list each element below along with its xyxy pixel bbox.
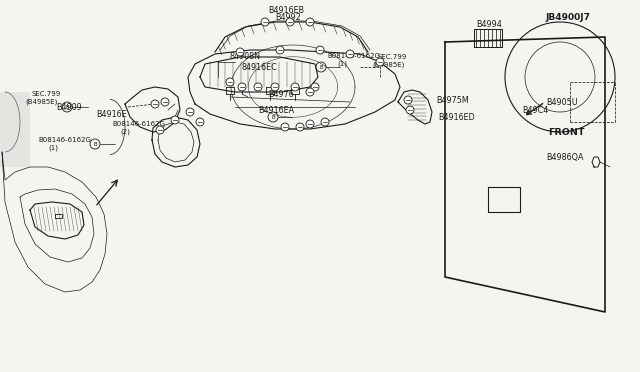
Text: B08146-6162G: B08146-6162G <box>327 53 380 59</box>
Circle shape <box>161 98 169 106</box>
Text: B4905U: B4905U <box>546 97 578 106</box>
Circle shape <box>306 88 314 96</box>
Text: B4916EA: B4916EA <box>258 106 294 115</box>
Text: 84916EC: 84916EC <box>242 62 278 71</box>
Text: SEC.799: SEC.799 <box>32 91 61 97</box>
Text: B49C4: B49C4 <box>522 106 548 115</box>
Text: B4916E: B4916E <box>96 109 127 119</box>
Text: B4994: B4994 <box>476 19 502 29</box>
Text: (1): (1) <box>48 145 58 151</box>
Text: B08146-6162G: B08146-6162G <box>38 137 91 143</box>
Circle shape <box>196 118 204 126</box>
Text: B08146-6162G: B08146-6162G <box>112 121 165 127</box>
Circle shape <box>321 118 329 126</box>
Text: (B4985E): (B4985E) <box>372 62 404 68</box>
Circle shape <box>151 100 159 108</box>
Text: B4916ED: B4916ED <box>438 112 475 122</box>
Text: B4975M: B4975M <box>436 96 468 105</box>
Text: B: B <box>319 64 323 70</box>
Circle shape <box>306 18 314 26</box>
Text: (B4985E): (B4985E) <box>25 99 58 105</box>
Circle shape <box>311 83 319 91</box>
Text: B: B <box>271 115 275 119</box>
Circle shape <box>291 83 299 91</box>
Circle shape <box>254 83 262 91</box>
Text: (1): (1) <box>337 61 347 67</box>
Text: FRONT: FRONT <box>548 128 584 137</box>
Circle shape <box>281 123 289 131</box>
Text: B4916EB: B4916EB <box>268 6 304 15</box>
Text: JB4900J7: JB4900J7 <box>545 13 590 22</box>
Text: 84908N: 84908N <box>230 51 261 61</box>
Text: B4992: B4992 <box>275 13 301 22</box>
Circle shape <box>406 106 414 114</box>
Text: (2): (2) <box>120 129 130 135</box>
Circle shape <box>271 83 279 91</box>
Circle shape <box>316 46 324 54</box>
Circle shape <box>306 120 314 128</box>
Circle shape <box>226 78 234 86</box>
Text: SEC.799: SEC.799 <box>378 54 407 60</box>
Text: B: B <box>65 105 69 109</box>
Circle shape <box>238 83 246 91</box>
Text: B4976: B4976 <box>268 90 294 99</box>
Circle shape <box>404 96 412 104</box>
Circle shape <box>276 46 284 54</box>
Circle shape <box>236 48 244 56</box>
Circle shape <box>171 116 179 124</box>
Circle shape <box>346 50 354 58</box>
Circle shape <box>296 123 304 131</box>
Circle shape <box>286 18 294 26</box>
Polygon shape <box>0 92 30 167</box>
Circle shape <box>376 58 384 66</box>
Circle shape <box>186 108 194 116</box>
Circle shape <box>156 126 164 134</box>
Text: B: B <box>93 141 97 147</box>
Text: B4986QA: B4986QA <box>546 153 584 161</box>
Text: B4909: B4909 <box>56 103 82 112</box>
Circle shape <box>261 18 269 26</box>
